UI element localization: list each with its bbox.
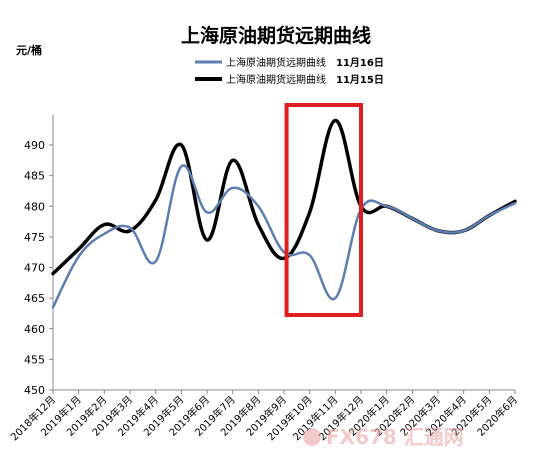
watermark-text: FX678 汇通网 — [326, 425, 464, 449]
legend-date-series-1: 11月16日 — [336, 57, 384, 69]
highlight-box — [284, 103, 364, 317]
y-tick-label: 470 — [24, 262, 45, 275]
y-tick-label: 485 — [24, 170, 45, 183]
y-tick-label: 455 — [24, 353, 45, 366]
series-lines — [51, 118, 517, 309]
watermark: FX678 汇通网 — [303, 425, 464, 449]
series-line-1 — [51, 164, 517, 309]
chart-title: 上海原油期货远期曲线 — [181, 24, 371, 47]
highlight-rect — [284, 103, 364, 317]
legend-date-series-2: 11月15日 — [336, 74, 384, 86]
legend: 上海原油期货远期曲线 11月16日 上海原油期货远期曲线 11月15日 — [195, 56, 384, 86]
y-tick-label: 465 — [24, 292, 45, 305]
legend-label-series-1: 上海原油期货远期曲线 — [226, 56, 326, 69]
y-tick-label: 460 — [24, 323, 45, 336]
y-axis-unit-label: 元/桶 — [16, 43, 42, 57]
x-tick-label: 2018年12月 — [8, 393, 58, 443]
y-tick-label: 475 — [24, 231, 45, 244]
y-tick-label: 490 — [24, 139, 45, 152]
legend-label-series-2: 上海原油期货远期曲线 — [226, 73, 326, 86]
y-axis-ticks: 450 455 460 465 470 475 480 485 490 — [24, 139, 53, 397]
y-tick-label: 450 — [24, 384, 45, 397]
y-tick-label: 480 — [24, 200, 45, 213]
watermark-logo-icon — [303, 428, 321, 446]
